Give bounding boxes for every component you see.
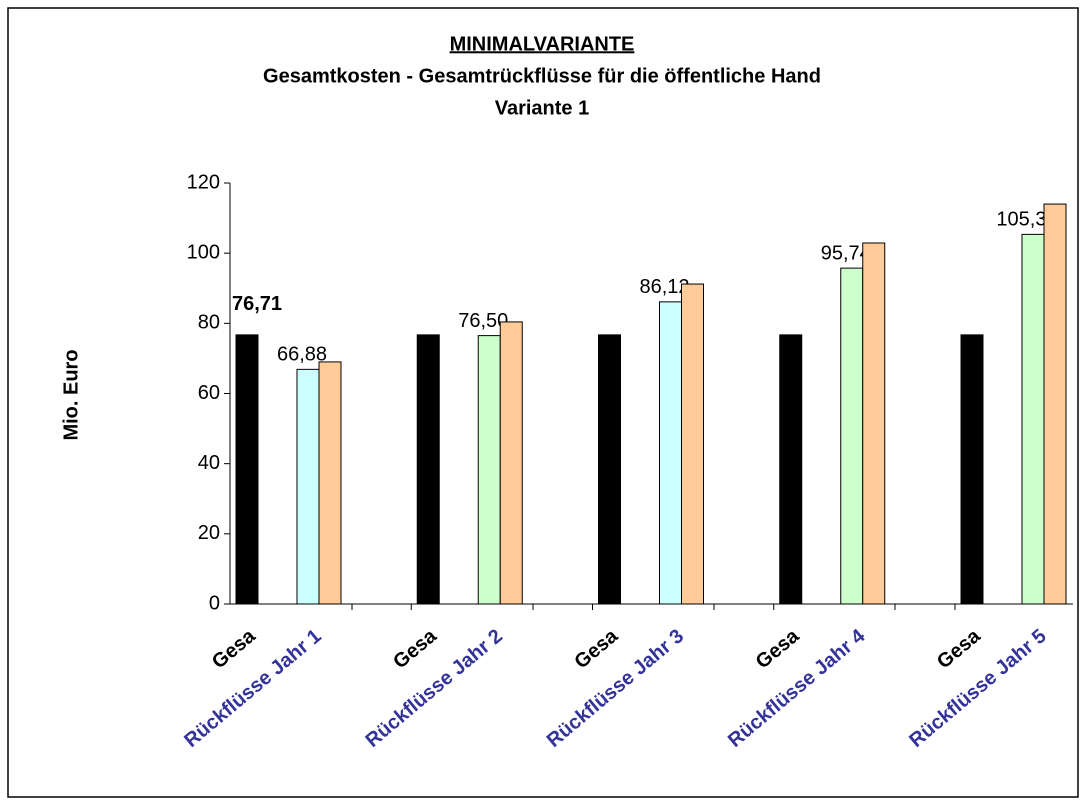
data-label: 86,12 xyxy=(639,276,689,298)
bar xyxy=(318,361,342,605)
y-tick-label: 0 xyxy=(209,592,220,614)
y-tick-label: 100 xyxy=(187,241,220,263)
chart-subtitle: Variante 1 xyxy=(495,97,590,119)
y-axis-label: Mio. Euro xyxy=(60,349,82,440)
bar xyxy=(960,334,984,605)
bar xyxy=(840,267,864,605)
y-tick-label: 60 xyxy=(198,382,220,404)
bar xyxy=(235,334,259,605)
data-label: 76,71 xyxy=(232,293,282,315)
bar xyxy=(1021,233,1045,605)
chart-border xyxy=(7,7,1079,798)
bar xyxy=(499,321,523,605)
bar xyxy=(659,301,682,605)
bar xyxy=(681,283,704,605)
y-tick-label: 40 xyxy=(198,452,220,474)
bar xyxy=(296,368,320,605)
data-label: 95,74 xyxy=(821,242,871,264)
bar xyxy=(779,334,803,605)
data-label: 76,50 xyxy=(458,310,508,332)
bar xyxy=(1043,203,1067,605)
bar xyxy=(416,334,440,605)
chart-title: MINIMALVARIANTE xyxy=(450,33,635,55)
y-tick-label: 80 xyxy=(198,312,220,334)
bar xyxy=(862,242,886,605)
y-tick-label: 20 xyxy=(198,522,220,544)
chart-subtitle: Gesamtkosten - Gesamtrückflüsse für die … xyxy=(263,65,821,87)
data-label: 105,36 xyxy=(996,209,1057,231)
data-label: 66,88 xyxy=(277,344,327,366)
y-tick-label: 120 xyxy=(187,171,220,193)
bar xyxy=(477,335,501,605)
bar xyxy=(598,334,621,605)
